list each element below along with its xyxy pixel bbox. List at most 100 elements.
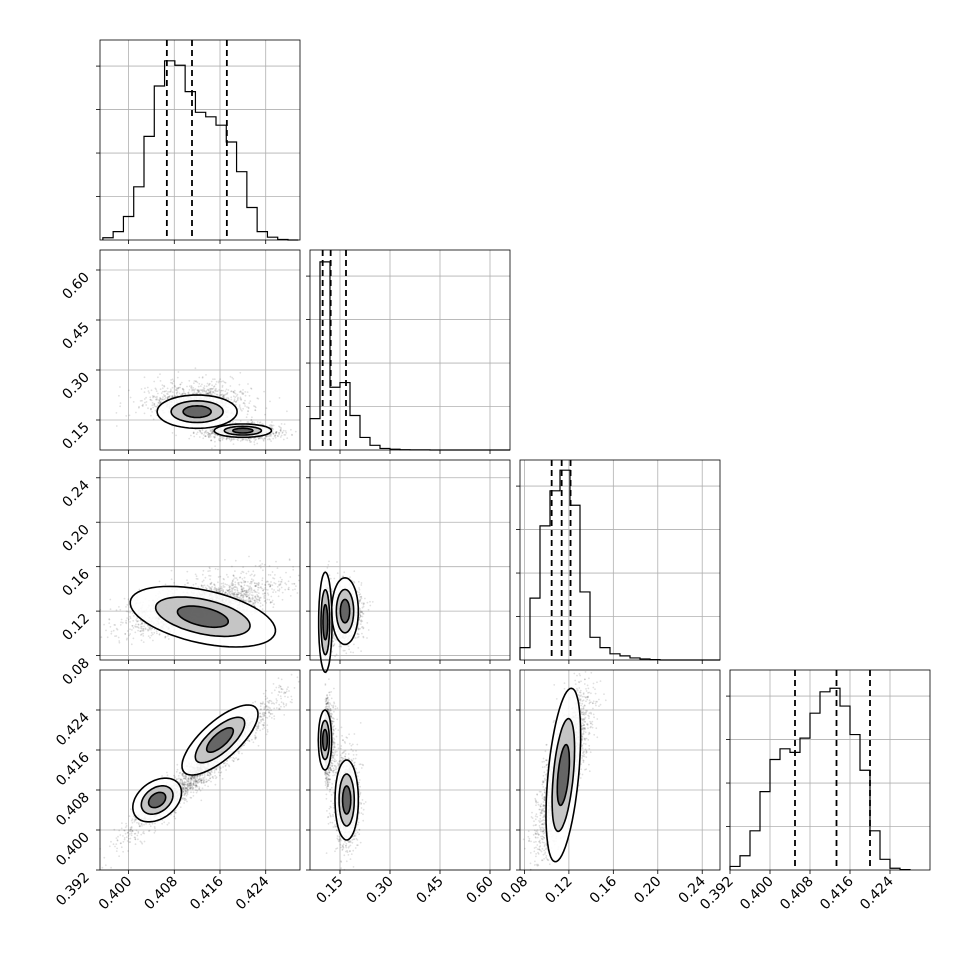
sample-point: [197, 390, 200, 393]
sample-point: [191, 392, 194, 395]
sample-point: [270, 595, 273, 598]
sample-point: [190, 385, 193, 387]
sample-point: [269, 400, 271, 403]
sample-point: [164, 636, 167, 639]
sample-point: [142, 403, 144, 406]
sample-point: [289, 595, 292, 597]
sample-point: [125, 621, 127, 624]
sample-point: [161, 384, 164, 387]
sample-point: [248, 597, 251, 599]
sample-point: [163, 385, 166, 388]
sample-point: [288, 588, 290, 591]
sample-point: [186, 385, 188, 388]
sample-point: [257, 582, 260, 584]
sample-point: [248, 555, 250, 558]
sample-point: [369, 604, 372, 607]
sample-point: [196, 381, 199, 384]
sample-point: [239, 391, 242, 393]
sample-point: [272, 606, 275, 609]
sample-point: [287, 586, 290, 589]
sample-point: [271, 431, 274, 434]
sample-point: [248, 593, 251, 595]
sample-point: [215, 390, 218, 393]
sample-point: [217, 588, 220, 591]
sample-point: [196, 389, 199, 391]
sample-point: [149, 398, 152, 401]
sample-point: [191, 389, 194, 391]
sample-point: [254, 409, 257, 411]
sample-point: [214, 433, 217, 436]
sample-point: [166, 387, 169, 390]
sample-point: [285, 431, 288, 434]
sample-point: [246, 413, 249, 416]
sample-point: [145, 401, 148, 403]
sample-point: [201, 383, 203, 386]
sample-point: [250, 440, 253, 443]
sample-point: [292, 589, 294, 591]
sample-point: [223, 578, 226, 581]
sample-point: [201, 573, 204, 576]
sample-point: [290, 428, 292, 431]
sample-point: [253, 575, 255, 577]
histogram-panel-2: [306, 249, 511, 454]
sample-point: [224, 558, 226, 561]
sample-point: [285, 583, 288, 586]
sample-point: [202, 569, 205, 572]
sample-point: [242, 566, 245, 568]
sample-point: [204, 435, 207, 437]
sample-point: [143, 622, 146, 625]
sample-point: [269, 435, 272, 437]
sample-point: [276, 589, 279, 592]
sample-point: [226, 583, 228, 586]
sample-point: [195, 575, 198, 578]
sample-point: [210, 380, 213, 383]
sample-point: [280, 580, 282, 583]
grid-lines: [729, 670, 930, 870]
sample-point: [199, 385, 202, 387]
sample-point: [234, 581, 237, 584]
sample-point: [243, 402, 245, 404]
sample-point: [202, 579, 205, 582]
sample-point: [254, 596, 257, 599]
sample-point: [125, 619, 128, 622]
sample-point: [265, 602, 268, 604]
sample-point: [194, 573, 197, 576]
sample-point: [115, 412, 118, 414]
sample-point: [257, 601, 259, 604]
sample-point: [236, 579, 239, 581]
sample-point: [221, 384, 224, 387]
sample-point: [278, 432, 280, 434]
sample-point: [250, 591, 252, 593]
sample-point: [151, 633, 154, 636]
sample-point: [241, 409, 243, 412]
sample-point: [279, 582, 282, 585]
sample-point: [192, 387, 195, 389]
sample-point: [176, 376, 179, 379]
sample-point: [272, 428, 274, 431]
sample-point: [273, 589, 275, 591]
sample-point: [175, 391, 178, 394]
sample-point: [163, 398, 166, 400]
sample-point: [218, 380, 221, 383]
sample-point: [274, 434, 277, 437]
sample-point: [221, 437, 224, 440]
sample-point: [257, 397, 260, 400]
sample-point: [240, 586, 243, 588]
sample-point: [160, 392, 163, 395]
sample-point: [277, 435, 279, 438]
sample-point: [266, 580, 269, 583]
histogram-steps: [519, 469, 720, 661]
sample-point: [172, 380, 175, 383]
sample-point: [238, 581, 240, 584]
sample-point: [233, 438, 236, 441]
sample-point: [188, 389, 191, 391]
sample-point: [164, 583, 167, 586]
sample-point: [129, 617, 132, 620]
sample-point: [273, 435, 276, 438]
sample-point: [241, 589, 244, 592]
sample-point: [219, 391, 222, 394]
sample-point: [108, 618, 111, 621]
sample-point: [168, 390, 171, 393]
sample-point: [248, 437, 250, 440]
